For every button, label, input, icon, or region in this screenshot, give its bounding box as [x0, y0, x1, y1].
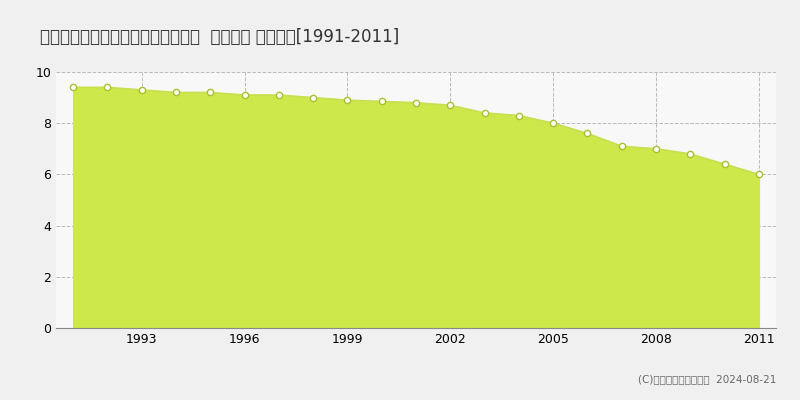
Text: 北海道釧路市貝塚２丁目１２番３２  地価公示 地価推移[1991-2011]: 北海道釧路市貝塚２丁目１２番３２ 地価公示 地価推移[1991-2011]	[40, 28, 399, 46]
Text: (C)土地価格ドットコム  2024-08-21: (C)土地価格ドットコム 2024-08-21	[638, 374, 776, 384]
